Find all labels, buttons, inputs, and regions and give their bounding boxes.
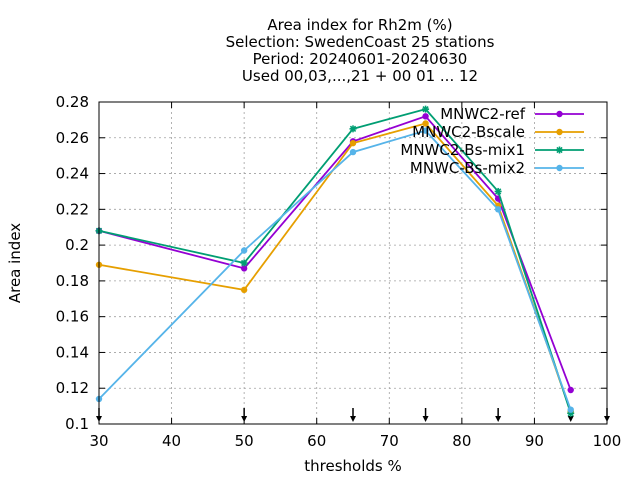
data-point	[240, 259, 248, 267]
legend-label: MNWC-Bs-mix2	[410, 159, 525, 177]
chart-title: Area index for Rh2m (%)Selection: Sweden…	[226, 16, 495, 85]
data-point	[240, 247, 248, 254]
series-MNWC2-Bs-mix1	[95, 105, 575, 417]
y-axis-label: Area index	[6, 223, 24, 303]
data-point	[349, 148, 357, 156]
data-point	[494, 206, 502, 213]
legend: MNWC2-refMNWC2-BscaleMNWC2-Bs-mix1MNWC-B…	[400, 105, 584, 177]
x-tick-label: 60	[307, 432, 326, 450]
threshold-arrow-head	[241, 416, 248, 422]
y-tick-label: 0.14	[56, 343, 89, 361]
threshold-arrows	[96, 408, 610, 422]
x-tick-label: 100	[593, 432, 622, 450]
y-tick-label: 0.18	[56, 272, 89, 290]
x-tick-label: 30	[89, 432, 108, 450]
title-line-1: Area index for Rh2m (%)	[267, 16, 452, 34]
series-line	[98, 122, 572, 412]
x-tick-label: 80	[452, 432, 471, 450]
plot-frame	[98, 101, 608, 425]
legend-label: MNWC2-ref	[440, 105, 525, 123]
data-point	[240, 265, 248, 272]
data-point	[240, 286, 248, 294]
data-point	[349, 139, 357, 147]
y-tick-label: 0.1	[65, 415, 89, 433]
threshold-arrow-head	[350, 416, 356, 422]
series-MNWC-Bs-mix2	[95, 127, 574, 413]
data-point	[422, 127, 429, 134]
legend-label: MNWC2-Bs-mix1	[400, 141, 525, 159]
x-tick-label: 70	[380, 432, 399, 450]
legend-marker	[556, 146, 563, 154]
data-point	[422, 113, 429, 120]
data-point	[494, 187, 502, 195]
title-line-4: Used 00,03,...,21 + 00 01 ... 12	[242, 67, 478, 85]
data-point	[422, 105, 430, 113]
x-axis-label: thresholds %	[304, 457, 401, 475]
y-tick-label: 0.16	[56, 308, 89, 326]
data-point	[567, 386, 574, 394]
y-axis-ticks: 0.1 0.12 0.14 0.16 0.18 0.2 0.22 0.24 0.26 0.28	[56, 93, 607, 433]
title-line-2: Selection: SwedenCoast 25 stations	[226, 33, 495, 51]
y-tick-label: 0.28	[56, 93, 89, 111]
y-tick-label: 0.22	[56, 200, 89, 218]
series-line	[98, 129, 572, 410]
threshold-arrow-head	[422, 416, 429, 422]
y-tick-label: 0.12	[56, 379, 89, 397]
data-point	[567, 406, 574, 413]
y-tick-label: 0.2	[65, 236, 89, 254]
x-axis-ticks: 30 40 50 60 70 80 90 100	[89, 102, 621, 450]
legend-label: MNWC2-Bscale	[412, 123, 525, 141]
x-tick-label: 90	[525, 432, 544, 450]
y-tick-label: 0.26	[56, 129, 89, 147]
series-lines	[95, 105, 575, 417]
y-tick-label: 0.24	[56, 165, 89, 183]
series-line	[98, 108, 572, 414]
x-tick-label: 50	[235, 432, 254, 450]
legend-marker	[556, 110, 563, 118]
legend-marker	[556, 128, 563, 136]
x-tick-label: 40	[162, 432, 181, 450]
threshold-arrow-head	[567, 416, 574, 422]
legend-marker	[556, 164, 563, 172]
threshold-arrow-head	[495, 416, 502, 422]
data-point	[349, 125, 357, 133]
data-point	[422, 120, 429, 127]
title-line-3: Period: 20240601-20240630	[253, 50, 468, 68]
